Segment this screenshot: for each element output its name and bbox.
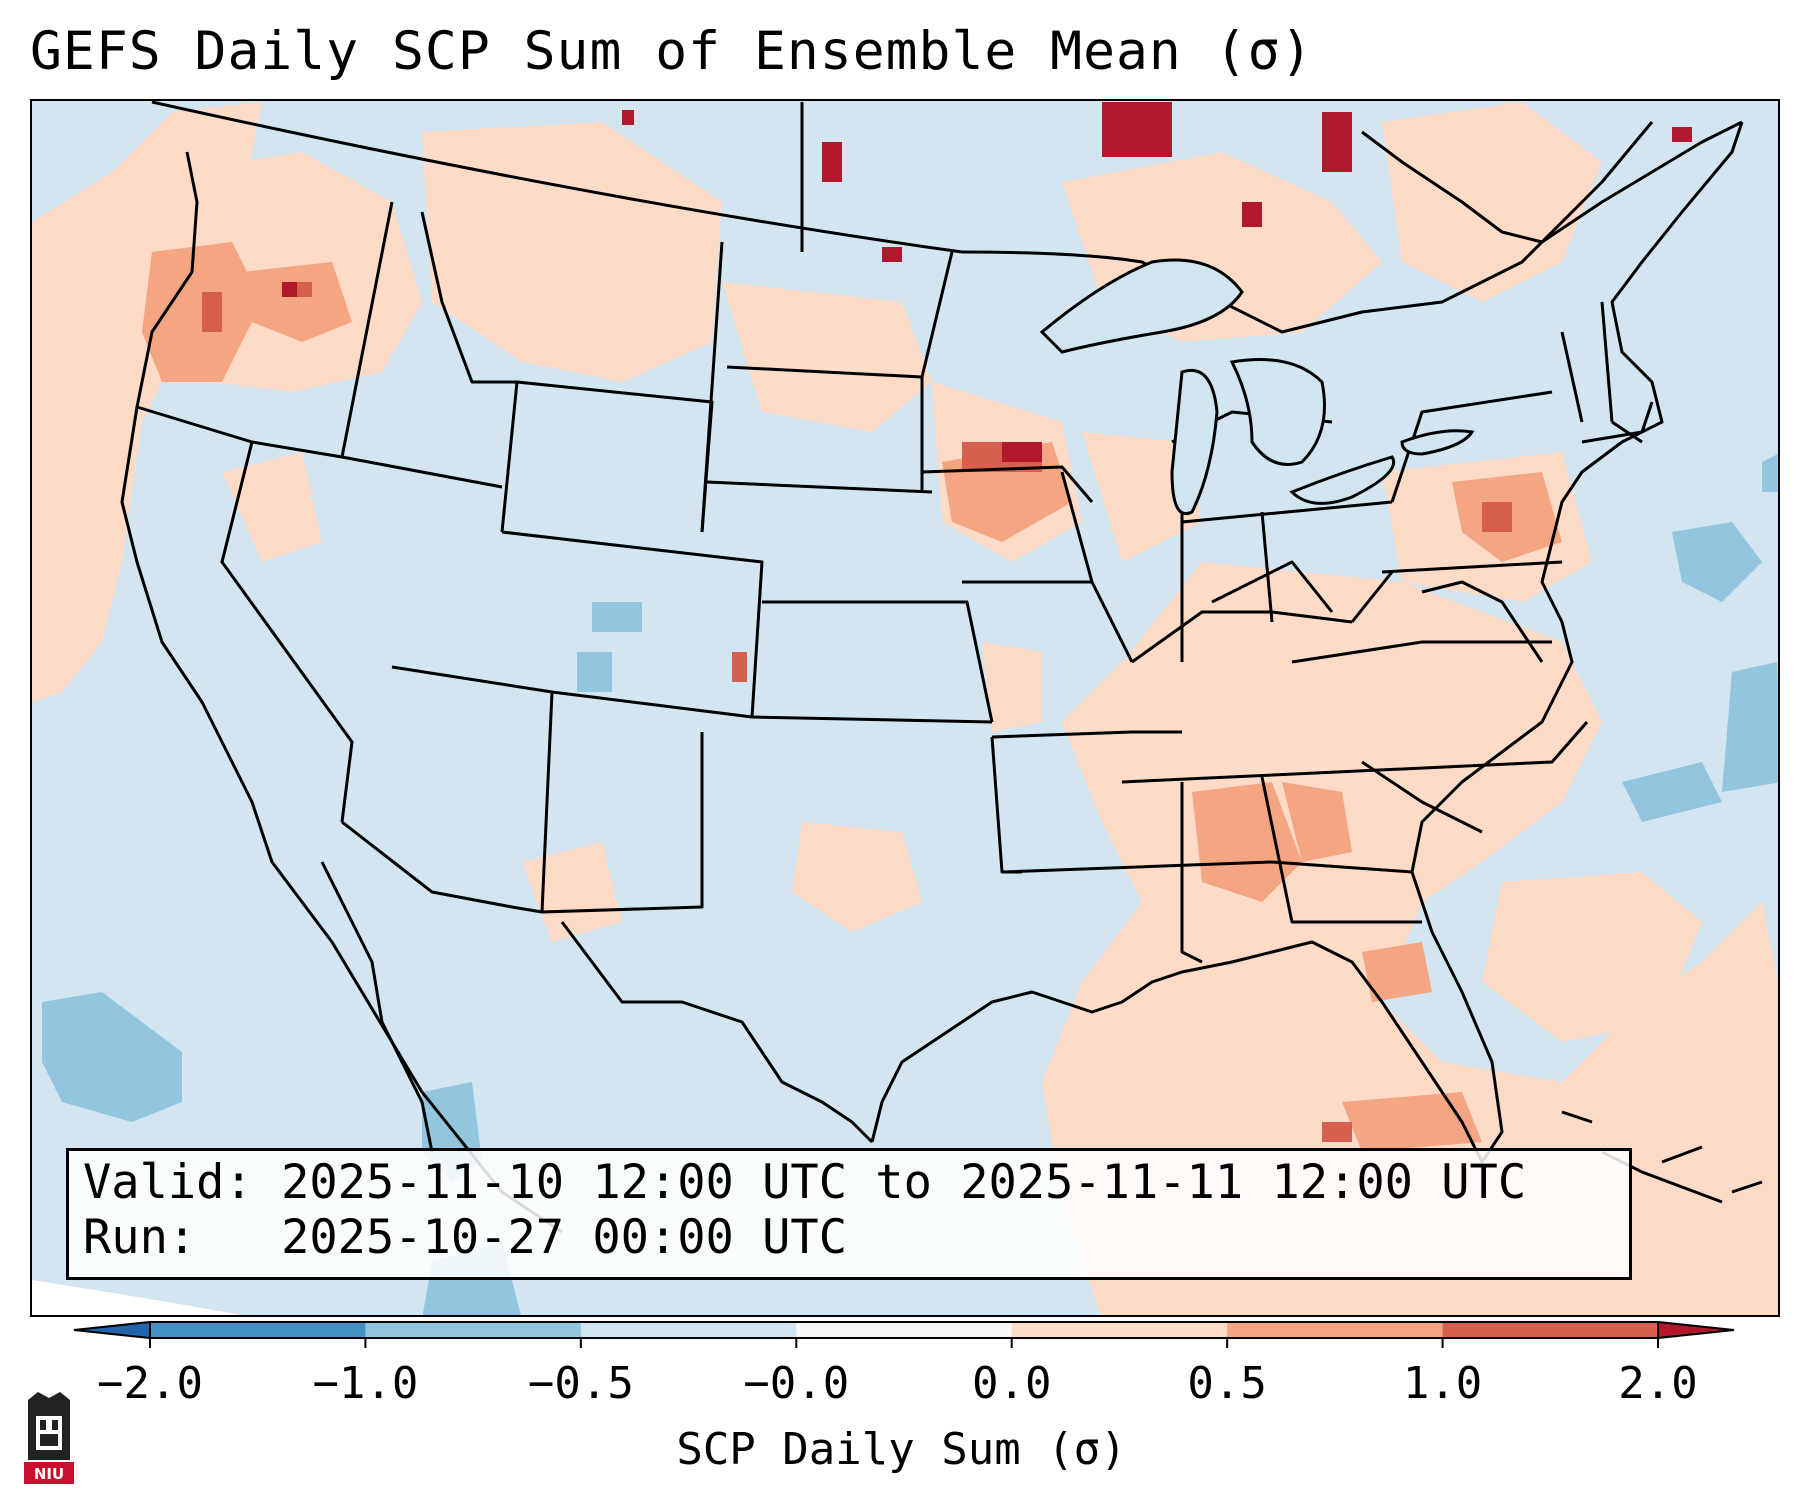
- great-lakes: [1039, 258, 1475, 516]
- colorbar-ticks: −2.0 −1.0 −0.5 −0.0 0.0 0.5 1.0 2.0: [97, 1338, 1698, 1409]
- colorbar-tick-label: −0.0: [743, 1358, 849, 1409]
- colorbar-swatch: [1011, 1322, 1228, 1338]
- colorbar-outline: [149, 1321, 1659, 1339]
- colorbar-tick-label: 0.0: [972, 1358, 1051, 1409]
- lake-erie: [1289, 455, 1395, 505]
- extreme-positive-cells: [282, 102, 1692, 462]
- colorbar-extend-max: [1657, 1320, 1735, 1340]
- colorbar-swatches: [73, 1320, 1735, 1340]
- colorbar: −2.0 −1.0 −0.5 −0.0 0.0 0.5 1.0 2.0: [73, 1320, 1735, 1409]
- state-borders: [136, 101, 1654, 964]
- colorbar-swatch: [150, 1322, 366, 1338]
- colorbar-label: SCP Daily Sum (σ): [676, 1424, 1127, 1475]
- colorbar-tick-label: −2.0: [97, 1358, 203, 1409]
- colorbar-swatch: [580, 1322, 797, 1338]
- lake-superior: [1039, 258, 1244, 354]
- lake-ontario: [1400, 429, 1475, 456]
- valid-run-info-box: Valid: 2025-11-10 12:00 UTC to 2025-11-1…: [66, 1148, 1632, 1280]
- map-canvas[interactable]: [32, 101, 1780, 1317]
- lake-huron: [1229, 358, 1326, 466]
- projection-edge-left: [32, 1280, 242, 1315]
- colorbar-swatch: [1227, 1322, 1444, 1338]
- colorbar-tick-label: 2.0: [1618, 1358, 1697, 1409]
- colorbar-tick-label: −1.0: [312, 1358, 418, 1409]
- run-time-text: Run: 2025-10-27 00:00 UTC: [83, 1210, 848, 1265]
- colorbar-tick-label: 0.5: [1187, 1358, 1266, 1409]
- colorbar-tick-label: −0.5: [528, 1358, 634, 1409]
- colorbar-tick-label: 1.0: [1403, 1358, 1482, 1409]
- map-panel[interactable]: [30, 99, 1780, 1317]
- colorbar-swatch: [365, 1322, 582, 1338]
- svg-text:NIU: NIU: [34, 1465, 64, 1483]
- colorbar-swatch: [1442, 1322, 1659, 1338]
- valid-time-text: Valid: 2025-11-10 12:00 UTC to 2025-11-1…: [83, 1155, 1527, 1210]
- coastlines: [120, 120, 1744, 1234]
- niu-logo: NIU: [24, 1392, 74, 1484]
- map-title: GEFS Daily SCP Sum of Ensemble Mean (σ): [30, 21, 1314, 82]
- lake-michigan: [1170, 369, 1219, 516]
- colorbar-extend-min: [73, 1320, 151, 1340]
- colorbar-swatch: [796, 1322, 1013, 1338]
